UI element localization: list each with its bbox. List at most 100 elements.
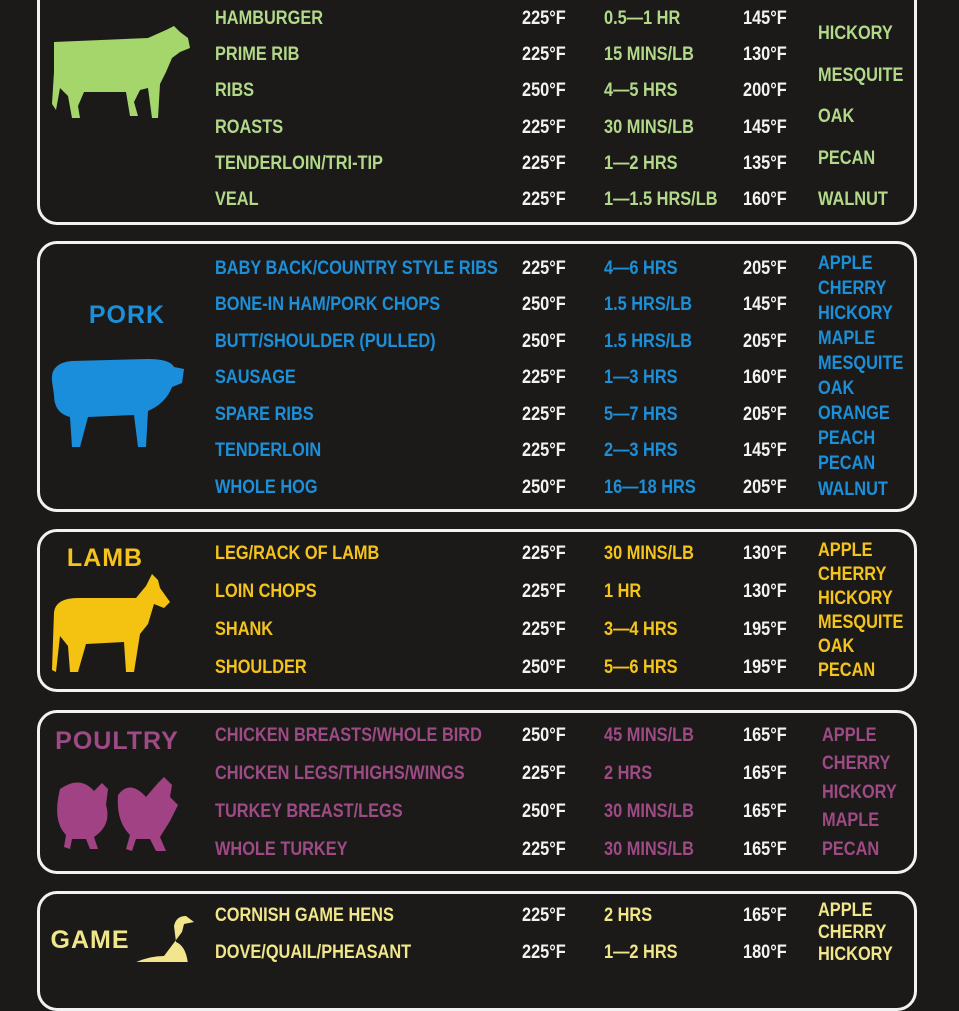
smoker-temp: 225°F (522, 404, 566, 425)
internal-temp: 195°F (743, 619, 787, 640)
cut: WHOLE HOG (215, 477, 318, 498)
internal-temp: 135°F (743, 153, 787, 174)
smoker-temp: 250°F (522, 657, 566, 678)
smoker-temp: 225°F (522, 905, 566, 926)
wood: CHERRY (818, 564, 887, 585)
pig-icon (51, 359, 185, 447)
cut: TENDERLOIN (215, 440, 322, 461)
smoker-temp: 250°F (522, 477, 566, 498)
internal-temp: 205°F (743, 258, 787, 279)
cook-time: 4—5 HRS (604, 80, 678, 101)
wood: HICKORY (818, 23, 893, 44)
cut: SHANK (215, 619, 274, 640)
wood: MESQUITE (818, 612, 904, 633)
internal-temp: 145°F (743, 294, 787, 315)
cook-time: 1—1.5 HRS/LB (604, 189, 718, 210)
smoker-temp: 225°F (522, 942, 566, 963)
cut: SAUSAGE (215, 367, 296, 388)
cook-time: 3—4 HRS (604, 619, 678, 640)
cut: PRIME RIB (215, 44, 300, 65)
duck-icon (136, 916, 194, 962)
smoker-temp: 250°F (522, 725, 566, 746)
cut: SPARE RIBS (215, 404, 314, 425)
wood: OAK (818, 378, 855, 399)
internal-temp: 160°F (743, 367, 787, 388)
wood: MAPLE (822, 810, 880, 831)
beef-box (37, 0, 917, 225)
wood: PECAN (818, 660, 876, 681)
wood: PECAN (818, 453, 876, 474)
smoker-temp: 250°F (522, 294, 566, 315)
wood: CHERRY (818, 0, 886, 6)
cook-time: 1.5 HRS/LB (604, 331, 693, 352)
internal-temp: 195°F (743, 657, 787, 678)
cook-time: 1—2 HRS (604, 942, 678, 963)
cook-time: 30 MINS/LB (604, 801, 694, 822)
page: {"sections":[ {"rows":[["HAMBURGER","225… (37, 0, 917, 1011)
wood: PECAN (818, 148, 876, 169)
cook-time: 1—3 HRS (604, 367, 678, 388)
cook-time: 1—2 HRS (604, 153, 678, 174)
wood: CHERRY (818, 278, 887, 299)
cut: CHICKEN LEGS/THIGHS/WINGS (215, 763, 465, 784)
poultry-icon (57, 777, 178, 851)
smoker-temp: 250°F (522, 801, 566, 822)
cut: SHOULDER (215, 657, 307, 678)
cut: TURKEY BREAST/LEGS (215, 801, 403, 822)
smoker-temp: 225°F (522, 839, 566, 860)
cook-time: 30 MINS/LB (604, 117, 694, 138)
cook-time: 0.5—1 HR (604, 8, 681, 29)
wood: HICKORY (818, 944, 893, 965)
lamb-box (37, 529, 917, 692)
wood: PECAN (822, 839, 880, 860)
cook-time: 1 HR (604, 581, 642, 602)
cut: BABY BACK/COUNTRY STYLE RIBS (215, 258, 498, 279)
pork-box (37, 241, 917, 512)
cut: BONE-IN HAM/PORK CHOPS (215, 294, 441, 315)
smoker-temp: 225°F (522, 117, 566, 138)
wood: WALNUT (818, 189, 888, 210)
wood: PEACH (818, 428, 876, 449)
internal-temp: 180°F (743, 942, 787, 963)
section-title: LAMB (66, 544, 144, 572)
wood: WALNUT (818, 479, 888, 500)
wood: CHERRY (818, 922, 887, 943)
cut: ROASTS (215, 117, 284, 138)
cook-time: 2 HRS (604, 905, 653, 926)
cut: WHOLE TURKEY (215, 839, 348, 860)
internal-temp: 165°F (743, 763, 787, 784)
internal-temp: 165°F (743, 801, 787, 822)
smoker-temp: 225°F (522, 440, 566, 461)
smoker-temp: 225°F (522, 619, 566, 640)
internal-temp: 200°F (743, 80, 787, 101)
internal-temp: 145°F (743, 117, 787, 138)
cut: BUTT/SHOULDER (PULLED) (215, 331, 436, 352)
smoker-temp: 225°F (522, 763, 566, 784)
cook-time: 5—7 HRS (604, 404, 678, 425)
cow-icon (52, 26, 190, 118)
cut: LOIN CHOPS (215, 581, 317, 602)
section-title: GAME (50, 926, 130, 954)
internal-temp: 130°F (743, 581, 787, 602)
smoker-temp: 225°F (522, 543, 566, 564)
cut: RIBS (215, 80, 255, 101)
wood: OAK (818, 106, 855, 127)
internal-temp: 205°F (743, 404, 787, 425)
cook-time: 4—6 HRS (604, 258, 678, 279)
cook-time: 5—6 HRS (604, 657, 678, 678)
cut: CORNISH GAME HENS (215, 905, 394, 926)
internal-temp: 160°F (743, 189, 787, 210)
internal-temp: 130°F (743, 44, 787, 65)
internal-temp: 165°F (743, 839, 787, 860)
wood: HICKORY (818, 588, 893, 609)
internal-temp: 130°F (743, 543, 787, 564)
smoker-temp: 225°F (522, 8, 566, 29)
cook-time: 45 MINS/LB (604, 725, 694, 746)
smoker-temp: 225°F (522, 153, 566, 174)
goat-icon (52, 574, 170, 672)
wood: CHERRY (822, 753, 891, 774)
wood: APPLE (818, 253, 873, 274)
smoker-temp: 225°F (522, 44, 566, 65)
cut: DOVE/QUAIL/PHEASANT (215, 942, 412, 963)
internal-temp: 145°F (743, 8, 787, 29)
